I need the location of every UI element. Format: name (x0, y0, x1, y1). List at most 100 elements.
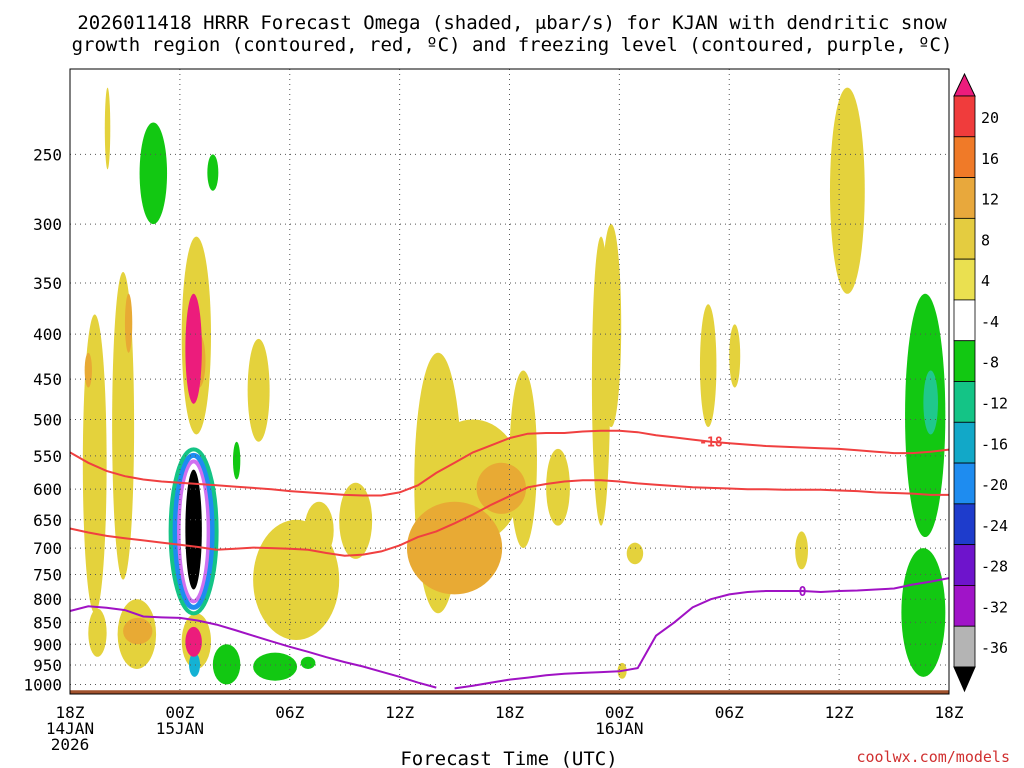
omega-region (300, 656, 316, 669)
colorbar-swatch (953, 462, 976, 505)
x-tick-label: 15JAN (156, 719, 204, 738)
y-tick-label: 500 (33, 410, 62, 429)
omega-region (406, 501, 503, 595)
omega-region (84, 352, 92, 388)
omega-region (509, 370, 537, 549)
omega-core-ring (168, 447, 219, 616)
y-tick-label: 350 (33, 274, 62, 293)
omega-region (699, 304, 717, 428)
x-tick-label: 00Z (605, 703, 634, 722)
colorbar: 20 16 12 8 4 -4 -8 -12 -16 -20 -24 -28 -32 -36 (953, 72, 1008, 693)
colorbar-swatch (953, 217, 976, 260)
omega-region (476, 462, 526, 514)
contour-line (69, 429, 950, 497)
omega-region (185, 626, 202, 657)
omega-region (626, 542, 644, 565)
omega-region (829, 87, 865, 294)
colorbar-label: -36 (981, 639, 1008, 657)
y-tick-label: 950 (33, 656, 62, 675)
colorbar-arrow-bottom (953, 666, 976, 693)
omega-region (923, 370, 939, 435)
y-tick-label: 400 (33, 325, 62, 344)
colorbar-label: 12 (981, 191, 999, 209)
colorbar-label: -20 (981, 476, 1008, 494)
omega-region (253, 652, 298, 681)
x-tick-label: 16JAN (595, 719, 643, 738)
contour-lines: -18 0 (69, 429, 950, 690)
x-tick-label: 2026 (51, 735, 90, 754)
omega-region (139, 122, 168, 225)
ground-surface (70, 690, 949, 694)
omega-region (212, 644, 241, 685)
x-tick-label: 06Z (715, 703, 744, 722)
x-tick-label: 18Z (495, 703, 524, 722)
watermark: coolwx.com/models (856, 748, 1010, 766)
y-tick-label: 1000 (23, 676, 62, 695)
omega-region (901, 548, 946, 677)
x-tick-label: 14JAN (46, 719, 94, 738)
colorbar-swatch (953, 136, 976, 178)
x-axis-label: Forecast Time (UTC) (400, 748, 617, 768)
contour-label: -18 (699, 436, 723, 451)
y-tick-label: 800 (33, 590, 62, 609)
omega-region (247, 338, 270, 442)
y-tick-label: 250 (33, 145, 62, 164)
omega-shading-layer (82, 87, 946, 685)
contour-line (69, 479, 949, 557)
omega-region (82, 314, 107, 614)
chart-title-line1: 2026011418 HRRR Forecast Omega (shaded, … (77, 12, 947, 34)
colorbar-label: 4 (981, 272, 990, 290)
colorbar-swatch (953, 381, 976, 423)
colorbar-swatch (953, 625, 976, 668)
omega-region (189, 652, 201, 677)
omega-region (339, 482, 373, 559)
colorbar-label: -28 (981, 558, 1008, 576)
y-tick-label: 550 (33, 447, 62, 466)
plot-frame (69, 68, 950, 695)
colorbar-swatch (953, 340, 976, 382)
omega-region (232, 441, 241, 480)
omega-region (795, 531, 808, 570)
omega-core-ring (176, 459, 211, 604)
contour-line (69, 605, 437, 689)
colorbar-label: 20 (981, 109, 999, 127)
colorbar-swatch (953, 544, 976, 586)
colorbar-swatch (953, 503, 976, 546)
colorbar-label: -24 (981, 517, 1008, 535)
x-tick-label: 12Z (385, 703, 414, 722)
y-tick-label: 300 (33, 215, 62, 234)
omega-region (185, 293, 202, 404)
colorbar-label: -4 (981, 313, 999, 331)
omega-region (546, 448, 570, 526)
x-tick-label: 18Z (935, 703, 964, 722)
omega-region (185, 469, 202, 590)
omega-region (88, 608, 107, 657)
y-tick-label: 600 (33, 480, 62, 499)
colorbar-swatch (953, 585, 976, 627)
colorbar-label: 16 (981, 150, 999, 168)
omega-region (729, 324, 741, 388)
omega-core-ring (172, 452, 216, 610)
contour-line (454, 577, 950, 690)
chart-title-line2: growth region (contoured, red, ºC) and f… (72, 34, 953, 56)
y-tick-label: 650 (33, 511, 62, 530)
x-tick-label: 06Z (275, 703, 304, 722)
colorbar-label: -16 (981, 435, 1008, 453)
ground-layer (70, 690, 949, 694)
colorbar-label: 8 (981, 231, 990, 249)
omega-region (304, 501, 334, 559)
omega-region (601, 224, 622, 428)
colorbar-swatch (953, 299, 976, 342)
omega-region (123, 617, 153, 645)
omega-region (124, 293, 133, 353)
x-tick-label: 00Z (165, 703, 194, 722)
y-tick-label: 750 (33, 566, 62, 585)
y-axis-ticks: 250 300 350 400 450 500 550 600 650 700 750 800 850 9… (23, 145, 62, 694)
colorbar-swatch (953, 258, 976, 301)
y-tick-label: 850 (33, 613, 62, 632)
contour-label: 0 (799, 585, 807, 600)
omega-region (104, 87, 111, 170)
x-tick-label: 12Z (825, 703, 854, 722)
